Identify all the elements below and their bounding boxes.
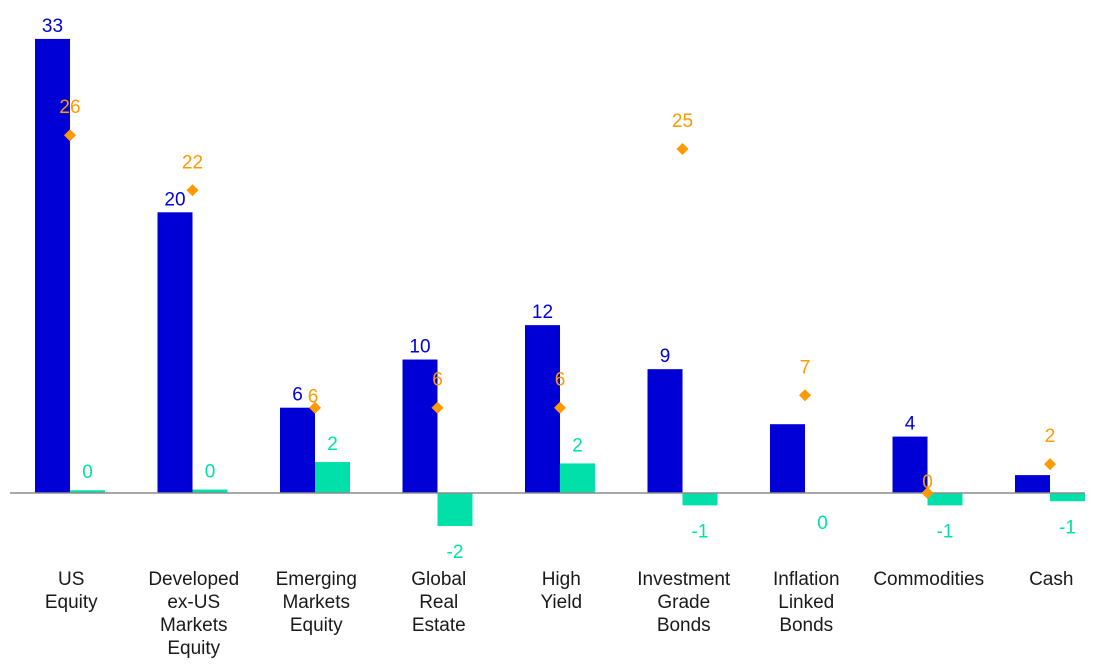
series-2-data-label: -1 (692, 521, 709, 542)
category-label: Emerging Markets Equity (276, 569, 357, 636)
series-1-bar (1015, 475, 1050, 493)
series-2-bar (192, 489, 228, 493)
series-2-data-label: 2 (327, 434, 338, 455)
series-1-bar (402, 359, 438, 493)
series-1-data-label: 4 (905, 414, 916, 435)
series-3-marker (554, 401, 566, 414)
series-3-data-label: 22 (182, 152, 203, 173)
series-3-data-label: 0 (922, 472, 933, 493)
category-label: Investment Grade Bonds (637, 569, 731, 636)
series-3-data-label: 6 (432, 370, 443, 391)
series-3-marker (799, 389, 811, 402)
series-3-data-label: 6 (308, 387, 319, 408)
series-3-marker (921, 487, 934, 499)
series-3-marker (431, 401, 444, 414)
series-3-data-label: 25 (672, 111, 693, 132)
series-2-data-label: 0 (205, 462, 216, 483)
series-1-bars (35, 38, 1050, 494)
category-label: US Equity (45, 569, 98, 613)
series-2-bar (70, 490, 105, 493)
series-3-marker (64, 129, 76, 142)
series-1-bar (157, 212, 193, 493)
series-1-bar (525, 325, 560, 493)
series-2-bar (1050, 493, 1085, 502)
category-label: Inflation Linked Bonds (773, 569, 840, 636)
category-labels: US Equity Developed ex-US Markets Equity Emerg… (45, 569, 1074, 659)
series-3-markers (64, 129, 1056, 499)
series-1-bar (770, 424, 805, 493)
series-1-bar (892, 436, 928, 493)
series-1-bar (280, 407, 315, 493)
series-3-marker (186, 184, 199, 197)
category-label: Global Real Estate (411, 569, 466, 636)
series-1-data-label: 20 (164, 189, 185, 210)
series-2-bar (560, 463, 595, 493)
series-2-bar (682, 493, 718, 506)
series-1-data-label: 12 (532, 302, 553, 323)
category-label: Developed ex-US Markets Equity (148, 569, 239, 659)
series-2-data-label: 0 (82, 462, 93, 483)
series-3-data-label: 7 (800, 357, 811, 378)
series-1-data-label: 33 (42, 16, 63, 37)
category-label: High Yield (540, 569, 582, 613)
series-1-bar (647, 369, 683, 493)
series-3-marker (676, 143, 689, 155)
series-1-data-label: 6 (292, 385, 303, 406)
series-2-data-label: 0 (817, 513, 828, 534)
series-2-bar (315, 462, 350, 493)
series-2-data-label: -1 (1059, 517, 1076, 538)
series-3-data-label: 2 (1045, 426, 1056, 447)
series-2-bars (70, 462, 1085, 527)
series-2-data-label: -2 (447, 542, 464, 563)
series-1-bar (35, 38, 70, 494)
series-3-marker (1044, 458, 1056, 471)
category-label: Commodities (873, 569, 984, 590)
category-label: Cash (1029, 569, 1073, 590)
series-2-bar (927, 493, 963, 506)
series-2-data-label: 2 (572, 435, 583, 456)
series-3-marker (309, 401, 321, 414)
series-1-data-label: 9 (660, 346, 671, 367)
series-3-data-label: 26 (59, 97, 80, 118)
series-1-data-label: 10 (409, 337, 430, 358)
series-2-bar (437, 493, 473, 527)
series-2-data-label: -1 (937, 521, 954, 542)
series-3-data-label: 6 (555, 370, 566, 391)
